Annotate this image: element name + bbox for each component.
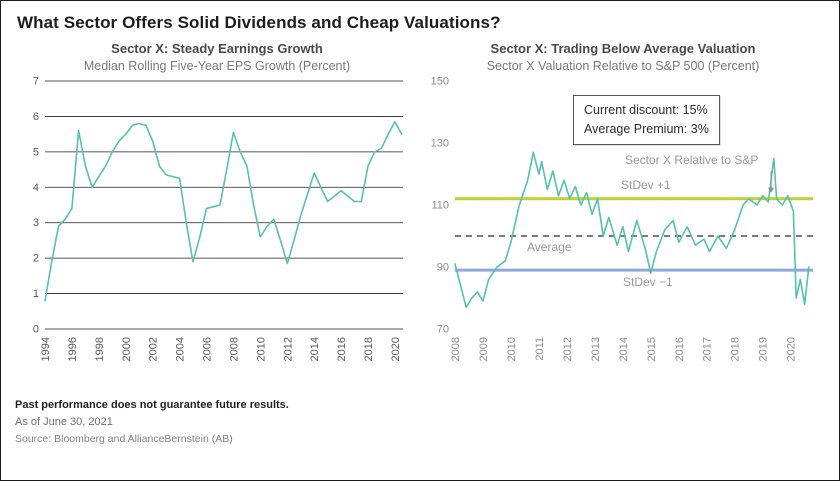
svg-text:2002: 2002 xyxy=(148,337,160,361)
eps-chart-subtitle: Median Rolling Five-Year EPS Growth (Per… xyxy=(83,59,351,73)
discount-callout: Current discount: 15% Average Premium: 3… xyxy=(573,95,720,145)
valuation-chart-title: Sector X: Trading Below Average Valuatio… xyxy=(490,41,756,56)
svg-text:2018: 2018 xyxy=(730,337,742,361)
eps-plot-area: 0 1 2 3 4 5 6 7 1994 1996 1998 2000 2002 2004 2006 2008… xyxy=(19,75,415,393)
charts-row: Sector X: Steady Earnings Growth Median … xyxy=(15,41,825,393)
svg-text:2016: 2016 xyxy=(336,337,348,361)
svg-text:2011: 2011 xyxy=(534,337,546,361)
stdev-plus-label: StDev +1 xyxy=(621,178,671,192)
average-label: Average xyxy=(527,240,572,254)
valuation-chart: 70 90 110 130 150 2008 2009 2010 2011 2012 2013 201… xyxy=(431,76,813,361)
svg-text:2019: 2019 xyxy=(758,337,770,361)
svg-text:1: 1 xyxy=(33,288,39,300)
svg-text:2004: 2004 xyxy=(175,337,187,361)
series-line xyxy=(454,151,810,309)
svg-text:2015: 2015 xyxy=(646,337,658,361)
svg-text:2020: 2020 xyxy=(390,337,402,361)
svg-text:2006: 2006 xyxy=(202,337,214,361)
svg-text:90: 90 xyxy=(437,262,449,274)
svg-text:2018: 2018 xyxy=(363,337,375,361)
valuation-plot-area: 70 90 110 130 150 2008 2009 2010 2011 2012 2013 201… xyxy=(425,75,821,393)
svg-text:2016: 2016 xyxy=(674,337,686,361)
page-title: What Sector Offers Solid Dividends and C… xyxy=(17,13,501,32)
svg-text:0: 0 xyxy=(33,324,39,336)
svg-text:1994: 1994 xyxy=(40,337,52,361)
svg-text:2012: 2012 xyxy=(562,337,574,361)
svg-text:110: 110 xyxy=(431,200,449,212)
footer-as-of: As of June 30, 2021 xyxy=(15,416,113,429)
svg-text:70: 70 xyxy=(437,324,449,336)
svg-text:2014: 2014 xyxy=(309,337,321,361)
svg-text:7: 7 xyxy=(33,76,39,88)
svg-text:2009: 2009 xyxy=(478,337,490,361)
svg-text:3: 3 xyxy=(33,217,39,229)
svg-text:2017: 2017 xyxy=(702,337,714,361)
valuation-chart-subtitle: Sector X Valuation Relative to S&P 500 (… xyxy=(486,59,760,73)
footer-source: Source: Bloomberg and AllianceBernstein … xyxy=(15,433,233,446)
eps-growth-panel: Sector X: Steady Earnings Growth Median … xyxy=(15,41,419,393)
svg-text:1998: 1998 xyxy=(94,337,106,361)
svg-text:130: 130 xyxy=(431,138,449,150)
footer: Past performance does not guarantee futu… xyxy=(15,397,825,447)
stdev-minus-label: StDev −1 xyxy=(623,275,673,289)
svg-text:2008: 2008 xyxy=(450,337,462,361)
eps-chart-title: Sector X: Steady Earnings Growth xyxy=(111,41,323,56)
svg-text:2014: 2014 xyxy=(618,337,630,361)
series-line xyxy=(44,120,403,302)
svg-text:150: 150 xyxy=(431,76,449,88)
svg-text:2012: 2012 xyxy=(282,337,294,361)
svg-text:1996: 1996 xyxy=(67,337,79,361)
svg-text:2000: 2000 xyxy=(121,337,133,361)
svg-text:2020: 2020 xyxy=(786,337,798,361)
svg-text:2013: 2013 xyxy=(590,337,602,361)
eps-growth-chart: 0 1 2 3 4 5 6 7 1994 1996 1998 2000 2002 2004 2006 2008… xyxy=(33,76,403,361)
annotation-arrowhead xyxy=(768,187,775,193)
footer-disclaimer: Past performance does not guarantee futu… xyxy=(15,399,289,411)
callout-average-premium: Average Premium: 3% xyxy=(584,121,709,136)
svg-text:4: 4 xyxy=(33,182,39,194)
svg-text:2: 2 xyxy=(33,253,39,265)
svg-text:2010: 2010 xyxy=(506,337,518,361)
svg-text:2010: 2010 xyxy=(255,337,267,361)
svg-text:6: 6 xyxy=(33,111,39,123)
series-label: Sector X Relative to S&P xyxy=(625,153,759,167)
valuation-panel: Sector X: Trading Below Average Valuatio… xyxy=(421,41,825,393)
svg-text:5: 5 xyxy=(33,146,39,158)
callout-current-discount: Current discount: 15% xyxy=(584,103,708,117)
svg-text:2008: 2008 xyxy=(228,337,240,361)
